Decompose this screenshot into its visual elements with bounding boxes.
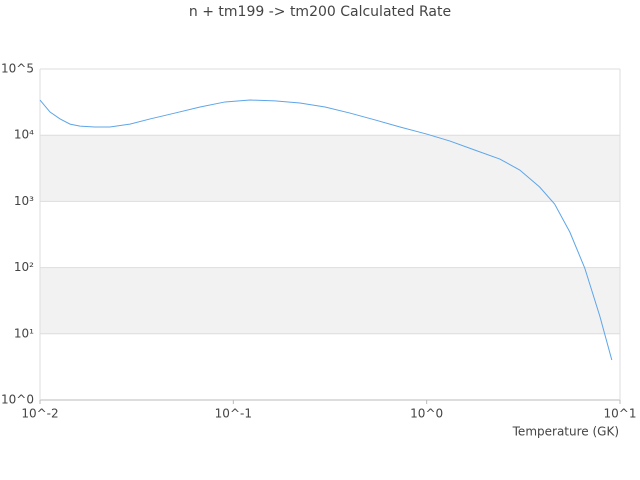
- chart-title: n + tm199 -> tm200 Calculated Rate: [189, 4, 451, 20]
- x-tick-label: 10^0: [410, 407, 443, 421]
- y-tick-label: 10⁴: [14, 128, 34, 142]
- y-tick-label: 10²: [14, 260, 34, 274]
- x-tick-label: 10^-2: [21, 407, 58, 421]
- grid-band: [40, 267, 620, 334]
- y-tick-label: 10^0: [1, 393, 34, 407]
- x-tick-label: 10^-1: [215, 407, 252, 421]
- grid-band: [40, 135, 620, 202]
- x-tick-label: 10^1: [604, 407, 637, 421]
- data-line: [39, 99, 613, 361]
- y-tick-label: 10^5: [1, 62, 34, 76]
- y-tick-label: 10¹: [14, 326, 34, 340]
- x-axis-label: Temperature (GK): [512, 425, 619, 439]
- y-tick-label: 10³: [14, 194, 34, 208]
